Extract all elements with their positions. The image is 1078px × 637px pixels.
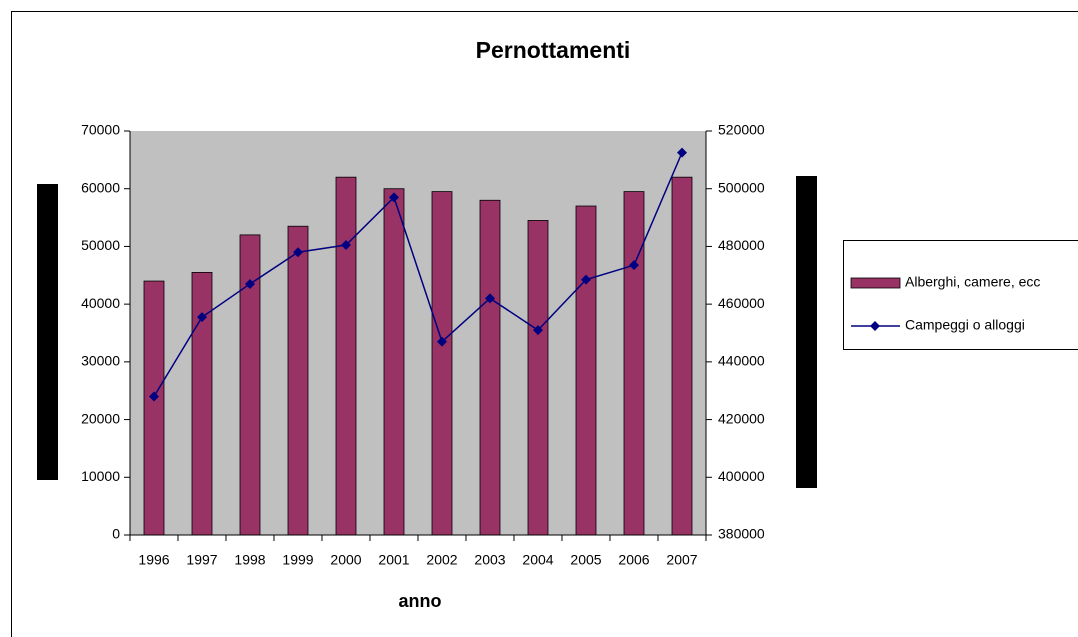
- marker: [197, 312, 207, 323]
- bar: [383, 188, 405, 536]
- y-tick-label: 10000: [81, 468, 120, 484]
- marker: [677, 147, 687, 158]
- x-tick-label: 2006: [618, 552, 649, 568]
- x-tick-label: 2005: [570, 552, 601, 568]
- bar: [623, 191, 645, 536]
- y2-tick-label: 380000: [718, 526, 765, 542]
- y-tick-label: 40000: [81, 295, 120, 311]
- y2-tick-label: 460000: [718, 295, 765, 311]
- y-tick-label: 70000: [81, 122, 120, 138]
- x-tick-label: 1996: [138, 552, 169, 568]
- marker: [533, 325, 543, 336]
- y2-tick-label: 520000: [718, 122, 765, 138]
- x-tick-label: 2003: [474, 552, 505, 568]
- marker: [437, 336, 447, 347]
- plot-area: [130, 131, 706, 535]
- chart-title: Pernottamenti: [476, 37, 631, 63]
- marker: [581, 274, 591, 285]
- x-axis-title: anno: [399, 591, 442, 611]
- y-tick-label: 20000: [81, 410, 120, 426]
- y2-tick-label: 500000: [718, 179, 765, 195]
- x-tick-label: 2007: [666, 552, 697, 568]
- bar: [143, 280, 165, 536]
- bar: [671, 176, 693, 536]
- right-axis-title-block: [796, 176, 817, 488]
- bar: [527, 220, 549, 536]
- marker: [389, 192, 399, 203]
- legend-swatch: [850, 277, 901, 289]
- bar: [575, 205, 597, 536]
- y-tick-label: 0: [112, 526, 120, 542]
- marker: [149, 391, 159, 402]
- y-tick-label: 60000: [81, 179, 120, 195]
- x-tick-label: 2004: [522, 552, 553, 568]
- x-tick-label: 1998: [234, 552, 265, 568]
- line: [153, 152, 683, 397]
- y2-tick-label: 420000: [718, 410, 765, 426]
- marker: [485, 293, 495, 304]
- left-axis-title-block: [37, 184, 58, 480]
- bar: [431, 191, 453, 536]
- x-tick-label: 2002: [426, 552, 457, 568]
- marker: [341, 239, 351, 250]
- x-tick-label: 1999: [282, 552, 313, 568]
- y2-tick-label: 480000: [718, 237, 765, 253]
- bar: [335, 176, 357, 536]
- marker: [245, 278, 255, 289]
- x-tick-label: 2001: [378, 552, 409, 568]
- legend-marker: [870, 321, 880, 331]
- y2-tick-label: 440000: [718, 353, 765, 369]
- marker: [629, 260, 639, 271]
- y-tick-label: 50000: [81, 237, 120, 253]
- x-tick-label: 1997: [186, 552, 217, 568]
- legend: [843, 240, 1078, 350]
- y2-tick-label: 400000: [718, 468, 765, 484]
- bar: [287, 225, 309, 536]
- legend-label: Campeggi o alloggi: [905, 317, 1025, 333]
- marker: [293, 247, 303, 258]
- x-tick-label: 2000: [330, 552, 361, 568]
- bar: [479, 199, 501, 536]
- y-tick-label: 30000: [81, 353, 120, 369]
- legend-label: Alberghi, camere, ecc: [905, 274, 1040, 290]
